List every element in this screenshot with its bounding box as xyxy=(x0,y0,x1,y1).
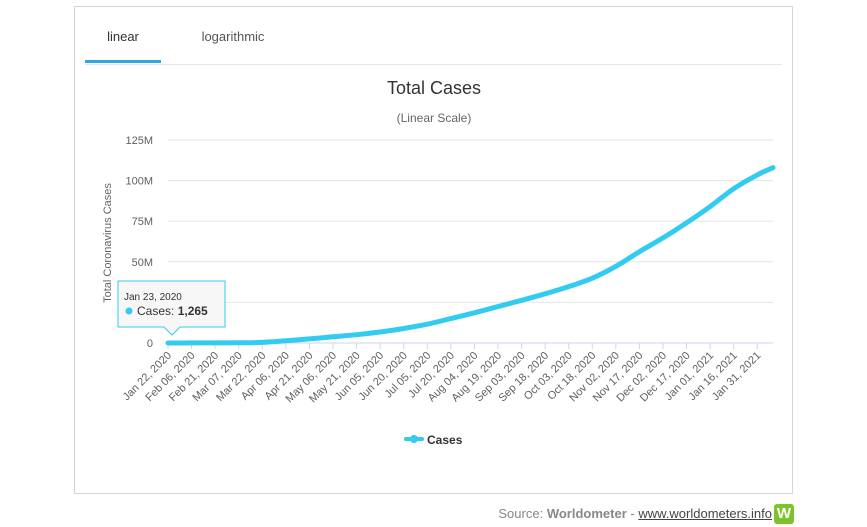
worldometer-logo-icon[interactable]: W xyxy=(774,504,794,524)
source-separator: - xyxy=(630,506,635,521)
tooltip-value: 1,265 xyxy=(178,304,208,318)
legend-label-cases: Cases xyxy=(427,433,463,447)
series-line-cases xyxy=(165,165,776,346)
y-axis-label: Total Coronavirus Cases xyxy=(102,183,114,303)
y-tick-label: 125M xyxy=(125,135,153,147)
tooltip: Jan 23, 2020 Cases: 1,265 xyxy=(117,280,226,336)
y-tick-label: 75M xyxy=(132,216,153,228)
source-name: Worldometer xyxy=(546,506,627,521)
tab-linear[interactable]: linear xyxy=(85,15,161,63)
grid-lines xyxy=(168,139,773,303)
tooltip-box xyxy=(117,280,226,336)
y-tick-label: 50M xyxy=(132,257,153,269)
legend-marker-icon xyxy=(410,435,418,443)
y-tick-label: 0 xyxy=(147,338,153,350)
tab-logarithmic[interactable]: logarithmic xyxy=(201,29,265,44)
tooltip-series-marker xyxy=(125,307,133,315)
legend[interactable]: Cases xyxy=(404,433,463,447)
scale-tabs: linear logarithmic xyxy=(85,15,782,65)
chart-subtitle: (Linear Scale) xyxy=(397,111,472,125)
series-cases[interactable] xyxy=(165,165,776,346)
source-prefix: Source: xyxy=(498,506,544,521)
y-tick-label: 100M xyxy=(125,176,153,188)
tooltip-series-label: Cases: 1,265 xyxy=(137,304,208,318)
chart-panel: linear logarithmic xyxy=(74,6,793,494)
chart-title: Total Cases xyxy=(387,78,481,98)
source-link[interactable]: www.worldometers.info xyxy=(638,506,772,521)
source-credit: Source: Worldometer - www.worldometers.i… xyxy=(498,506,772,521)
tooltip-date: Jan 23, 2020 xyxy=(124,292,182,303)
total-cases-chart: Total Cases (Linear Scale) Total Coronav… xyxy=(102,78,776,447)
